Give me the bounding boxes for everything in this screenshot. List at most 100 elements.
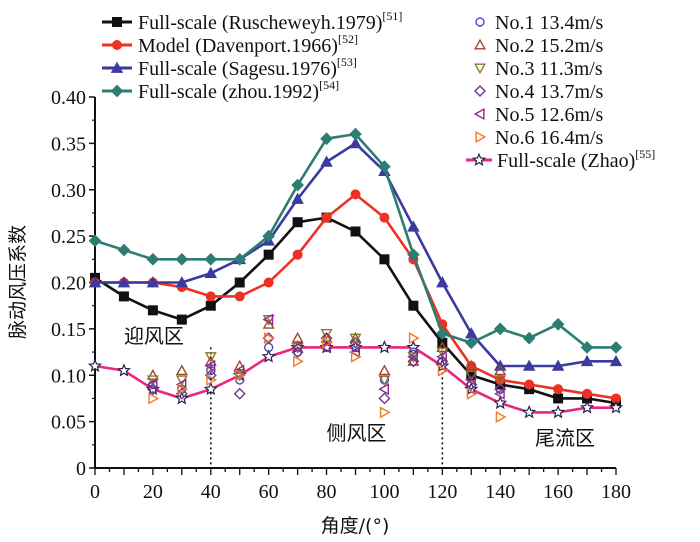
data-point xyxy=(263,249,274,260)
x-tick-label: 180 xyxy=(601,481,631,503)
data-point xyxy=(118,291,129,302)
scatter-series xyxy=(148,332,507,423)
x-tick-label: 120 xyxy=(427,481,457,503)
data-point xyxy=(117,243,131,257)
scatter-point xyxy=(349,336,362,349)
legend-label: No.2 15.2m/s xyxy=(495,35,604,57)
scatter-point xyxy=(262,313,274,326)
data-point xyxy=(88,276,102,288)
scatter-point xyxy=(350,350,362,363)
data-point xyxy=(580,354,594,367)
data-point xyxy=(204,266,218,279)
scatter-point xyxy=(436,341,449,352)
data-point xyxy=(321,212,332,223)
data-point xyxy=(553,393,564,404)
legend-marker xyxy=(473,108,485,120)
scatter-point xyxy=(322,336,333,349)
scatter-point xyxy=(291,342,304,354)
data-point xyxy=(263,277,274,288)
scatter-point xyxy=(233,370,246,382)
legend-item: Full-scale (Ruscheweyh.1979)[51] xyxy=(102,9,402,34)
scatter-point xyxy=(378,392,391,405)
scatter-layer xyxy=(146,313,507,423)
data-point xyxy=(146,276,160,288)
legend-marker xyxy=(110,84,124,98)
legend-item: Full-scale (Zhao)[55] xyxy=(466,147,655,172)
data-point xyxy=(522,331,536,345)
data-point xyxy=(88,234,102,248)
scatter-point xyxy=(233,387,246,400)
line-series xyxy=(88,127,623,354)
scatter-series xyxy=(146,313,505,400)
scatter-series xyxy=(146,315,507,387)
legend-label: No.4 13.7m/s xyxy=(495,81,604,103)
scatter-point xyxy=(175,364,188,376)
data-point xyxy=(580,341,594,354)
y-tick-label: 0 xyxy=(76,458,86,480)
data-point xyxy=(524,379,535,390)
scatter-point xyxy=(177,383,189,396)
scatter-point xyxy=(204,352,217,363)
legend-ref: [51] xyxy=(382,9,402,23)
region-dividers xyxy=(209,347,444,468)
data-point xyxy=(582,388,593,399)
scatter-point xyxy=(379,406,391,419)
legend-marker xyxy=(474,38,486,50)
scatter-point xyxy=(494,375,507,387)
data-point xyxy=(408,300,419,311)
legend-marker xyxy=(475,131,487,143)
legend-marker xyxy=(112,40,122,50)
scatter-point xyxy=(466,387,478,400)
data-point xyxy=(233,252,247,266)
scatter-point xyxy=(291,341,303,354)
scatter-point xyxy=(148,392,160,405)
data-point xyxy=(522,359,536,371)
axes: 0 0.05 0.10 0.15 0.20 0.25 0.30 0.35 0.40 0 20 40 60… xyxy=(51,87,631,503)
x-tick-label: 20 xyxy=(143,481,163,503)
data-point xyxy=(407,248,420,262)
legend-ref: [54] xyxy=(319,78,339,92)
scatter-point xyxy=(494,383,507,396)
scatter-point xyxy=(146,378,158,391)
scatter-point xyxy=(235,369,246,382)
data-point xyxy=(551,359,565,371)
scatter-point xyxy=(495,410,507,423)
x-tick-label: 80 xyxy=(317,481,337,503)
scatter-point xyxy=(378,375,391,387)
series-line xyxy=(95,193,617,400)
scatter-point xyxy=(320,328,333,340)
data-point xyxy=(378,160,391,173)
data-point xyxy=(292,217,303,228)
data-point xyxy=(465,327,478,339)
scatter-point xyxy=(320,332,333,345)
scatter-point xyxy=(437,364,449,377)
legend-label: Full-scale (Ruscheweyh.1979)[51] xyxy=(138,9,402,34)
x-tick-label: 140 xyxy=(485,481,515,503)
data-point xyxy=(493,322,507,336)
data-point xyxy=(579,400,595,414)
data-point xyxy=(379,254,390,265)
data-point xyxy=(175,252,189,266)
scatter-point xyxy=(407,352,420,363)
y-tick-label: 0.05 xyxy=(51,412,86,434)
legend-scatter: No.1 13.4m/sNo.2 15.2m/sNo.3 11.3m/sNo.4… xyxy=(466,12,655,172)
data-point xyxy=(609,354,623,367)
y-tick-label: 0.25 xyxy=(51,226,86,248)
data-point xyxy=(234,291,245,302)
scatter-point xyxy=(320,331,333,343)
data-point xyxy=(117,276,131,288)
y-axis-title: 脉动风压系数 xyxy=(7,225,29,339)
scatter-point xyxy=(465,373,476,386)
line-series xyxy=(90,189,621,404)
data-point xyxy=(205,300,216,311)
data-point xyxy=(175,276,189,288)
scatter-point xyxy=(293,355,304,368)
data-point xyxy=(116,363,132,377)
data-point xyxy=(522,404,537,419)
scatter-point xyxy=(233,359,246,371)
legend-item: Full-scale (zhou.1992)[54] xyxy=(102,78,339,103)
legend-marker xyxy=(110,61,124,73)
legend-marker xyxy=(474,63,486,75)
legend-item: No.1 13.4m/s xyxy=(475,12,604,34)
